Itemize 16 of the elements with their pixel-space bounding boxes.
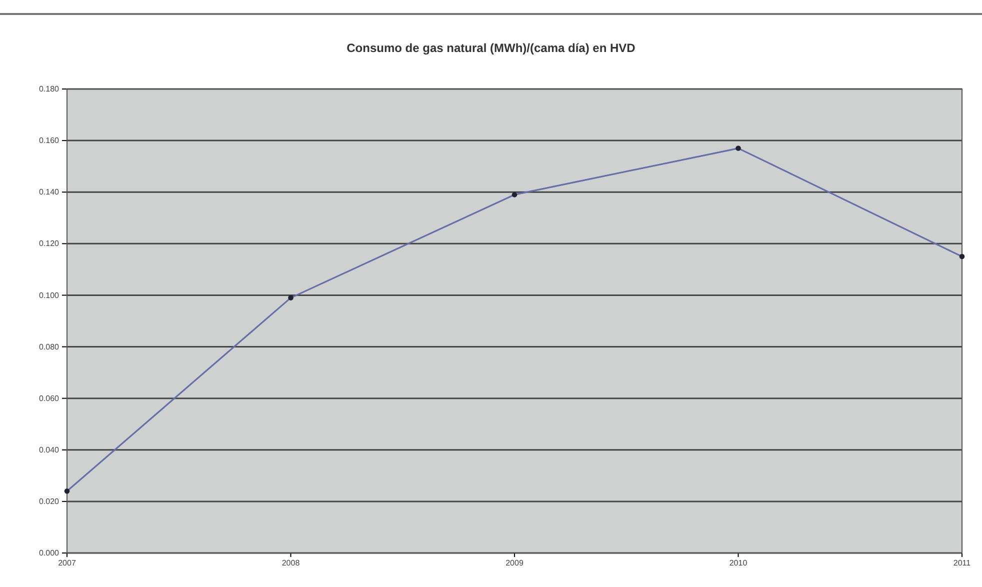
x-tick-label: 2009 (506, 558, 524, 568)
y-tick-label: 0.080 (38, 342, 60, 352)
x-tick-label: 2008 (282, 558, 300, 568)
y-tick-label: 0.180 (38, 84, 60, 94)
x-tick-label: 2010 (729, 558, 748, 568)
y-tick-label: 0.060 (38, 394, 60, 403)
y-tick-label: 0.000 (38, 548, 60, 558)
y-tick-label: 0.140 (38, 188, 60, 197)
y-tick-label: 0.120 (38, 239, 60, 248)
x-tick-label: 2011 (953, 558, 972, 568)
y-tick-label: 0.020 (38, 497, 60, 506)
y-tick-label: 0.100 (38, 290, 60, 300)
chart-title: Consumo de gas natural (MWh)/(cama día) en HVD (346, 41, 636, 55)
y-tick-label: 0.040 (38, 445, 60, 454)
x-tick-label: 2007 (58, 558, 76, 568)
y-tick-label: 0.160 (38, 136, 60, 146)
